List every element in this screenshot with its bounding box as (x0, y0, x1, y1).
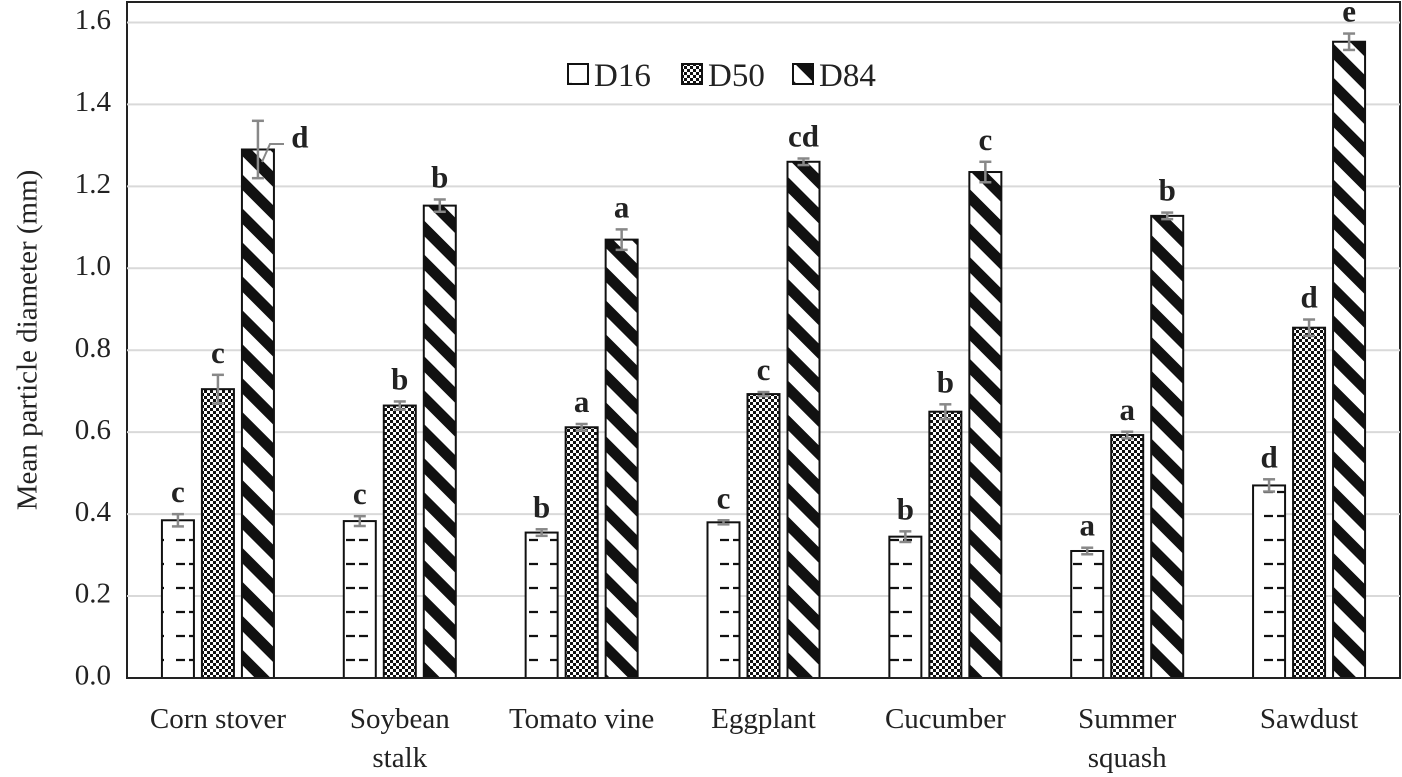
bar-d84 (1332, 40, 1367, 680)
bar-d50 (746, 393, 781, 679)
bar-d84 (604, 238, 639, 679)
significance-letter: a (614, 189, 630, 224)
bar-d84 (422, 204, 457, 680)
y-tick-label: 0.6 (75, 414, 111, 446)
x-category-label: Eggplant (711, 703, 816, 735)
x-axis-categories: Corn stover Soybean stalk Tomato vine Eggpla… (150, 703, 1358, 774)
y-tick-label: 1.2 (75, 168, 111, 200)
significance-letter: a (1079, 508, 1095, 543)
significance-letter: b (431, 159, 448, 194)
bars (160, 40, 1367, 680)
significance-letter: b (533, 489, 550, 524)
bar-d16 (1252, 484, 1287, 679)
significance-letter: b (937, 364, 954, 399)
bar-d16 (524, 531, 559, 679)
bar-d50 (200, 388, 235, 679)
y-tick-label: 1.6 (75, 4, 111, 36)
bar-d16 (706, 521, 741, 679)
bar-d84 (786, 160, 821, 680)
significance-letter: d (1300, 280, 1317, 315)
significance-letter: b (391, 361, 408, 396)
legend: D16 D50 D84 (567, 58, 876, 94)
x-category-label: Summer (1078, 703, 1177, 735)
bar-d50 (564, 426, 599, 679)
significance-letter: c (757, 352, 771, 387)
legend-swatch-d50 (681, 63, 703, 85)
legend-label: D84 (819, 58, 876, 94)
significance-letter: a (1119, 392, 1135, 427)
y-tick-label: 0.8 (75, 332, 111, 364)
y-axis-title: Mean particle diameter (mm) (12, 170, 44, 511)
significance-letter: cd (788, 119, 819, 154)
x-category-label: squash (1088, 742, 1167, 774)
callout-leader (261, 143, 284, 163)
error-bars (171, 32, 1356, 556)
y-axis-ticks: 0.0 0.2 0.4 0.6 0.8 1.0 1.2 1.4 1.6 (75, 4, 112, 692)
bar-d84 (1150, 214, 1185, 679)
significance-letter: c (211, 335, 225, 370)
bar-d50 (382, 404, 417, 679)
y-tick-label: 0.4 (75, 496, 112, 528)
y-tick-label: 0.0 (75, 660, 111, 692)
significance-letter: c (353, 476, 367, 511)
x-category-label: Tomato vine (509, 703, 654, 735)
bar-d16 (160, 519, 195, 679)
significance-letter: d (1260, 439, 1277, 474)
significance-letter: a (574, 384, 590, 419)
bar-d16 (888, 535, 923, 679)
significance-letter: b (1159, 173, 1176, 208)
gridlines (127, 21, 1400, 598)
y-tick-label: 0.2 (75, 578, 111, 610)
significance-letter: c (171, 474, 185, 509)
y-tick-label: 1.4 (75, 86, 112, 118)
bar-d50 (1292, 326, 1327, 679)
legend-label: D50 (708, 58, 765, 94)
significance-letter: b (897, 491, 914, 526)
legend-label: D16 (594, 58, 651, 94)
significance-letter: c (717, 480, 731, 515)
bar-d50 (1110, 434, 1145, 679)
bar-d84 (968, 171, 1003, 680)
significance-letter: d (291, 119, 308, 154)
bar-d16 (1070, 549, 1105, 680)
bar-d84 (240, 148, 275, 679)
legend-swatch-d16 (567, 63, 589, 85)
y-tick-label: 1.0 (75, 250, 111, 282)
x-category-label: Soybean (350, 703, 450, 735)
x-category-label: Sawdust (1260, 703, 1358, 735)
x-category-label: stalk (372, 742, 427, 774)
significance-letter: e (1342, 0, 1356, 29)
x-category-label: Cucumber (885, 703, 1006, 735)
significance-letter: c (978, 122, 992, 157)
bar-d16 (342, 520, 377, 679)
bar-d50 (928, 410, 963, 679)
legend-swatch-d84 (792, 63, 814, 85)
x-category-label: Corn stover (150, 703, 286, 735)
